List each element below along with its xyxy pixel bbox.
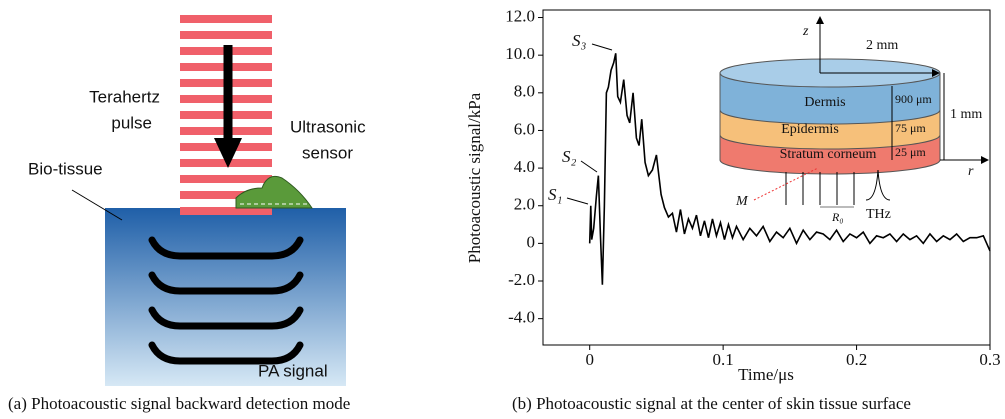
leader <box>71 189 123 221</box>
inset-label: Stratum corneum <box>780 147 877 162</box>
label: PA signal <box>258 361 328 380</box>
x-tick-label: 0.2 <box>846 350 867 369</box>
inset-label: 25 μm <box>895 145 926 159</box>
label: Terahertz <box>89 87 160 106</box>
y-tick-label: 12.0 <box>505 6 535 25</box>
y-tick-label: 4.0 <box>514 157 535 176</box>
y-tick-label: 10.0 <box>505 44 535 63</box>
annotation-leaders <box>566 43 613 205</box>
inset-label: 75 μm <box>895 121 926 135</box>
x-axis-title: Time/μs <box>738 365 794 384</box>
inset-label: z <box>802 24 809 39</box>
inset-label: R₀ <box>831 210 844 224</box>
y-tick-label: 2.0 <box>514 195 535 214</box>
annotation: S₁ <box>548 185 562 204</box>
label: sensor <box>302 143 353 162</box>
label: pulse <box>111 113 152 132</box>
label: Ultrasonic <box>290 117 366 136</box>
y-tick-label: -4.0 <box>508 308 535 327</box>
beam-stripe <box>180 31 272 39</box>
inset-label: 900 μm <box>895 92 932 106</box>
signal-line <box>588 53 991 285</box>
y-tick-label: 6.0 <box>514 119 535 138</box>
beam-stripe <box>180 191 272 199</box>
beam-stripe <box>180 15 272 23</box>
beam-stripe <box>180 207 272 215</box>
skin-model <box>719 16 989 208</box>
beam-stripe <box>180 175 272 183</box>
inset-label: Epidermis <box>781 122 839 137</box>
arrow-head <box>214 138 242 168</box>
annotation: S₃ <box>572 31 587 50</box>
inset-label: M <box>735 194 749 209</box>
x-tick-label: 0.3 <box>979 350 1000 369</box>
annotations: S₁ S₂ S₃ <box>548 31 587 204</box>
label: Bio-tissue <box>28 159 103 178</box>
annotation: S₂ <box>562 147 577 166</box>
x-tick-label: 0.1 <box>713 350 734 369</box>
chart: 0 0.1 0.2 0.3 -4.0 -2.0 0 2.0 4.0 6.0 8.0 10.0 12.0 <box>505 6 1000 368</box>
x-tick-label: 0 <box>585 350 594 369</box>
plot-frame <box>542 9 991 346</box>
y-tick-label: 0 <box>527 232 536 251</box>
y-axis-title: Photoacoustic signal/kPa <box>465 92 484 263</box>
ultrasonic-sensor <box>235 175 313 209</box>
inset-label: r <box>968 164 974 179</box>
inset-label: 1 mm <box>950 107 982 122</box>
y-tick-label: 8.0 <box>514 82 535 101</box>
caption: (b) Photoacoustic signal at the center o… <box>512 394 911 413</box>
bio-tissue <box>105 208 346 386</box>
pa-waves <box>148 236 304 365</box>
caption: (a) Photoacoustic signal backward detect… <box>8 394 350 413</box>
inset-label: Dermis <box>804 95 845 110</box>
inset-label: 2 mm <box>866 38 898 53</box>
inset-label: THz <box>866 207 891 222</box>
y-tick-label: -2.0 <box>508 270 535 289</box>
